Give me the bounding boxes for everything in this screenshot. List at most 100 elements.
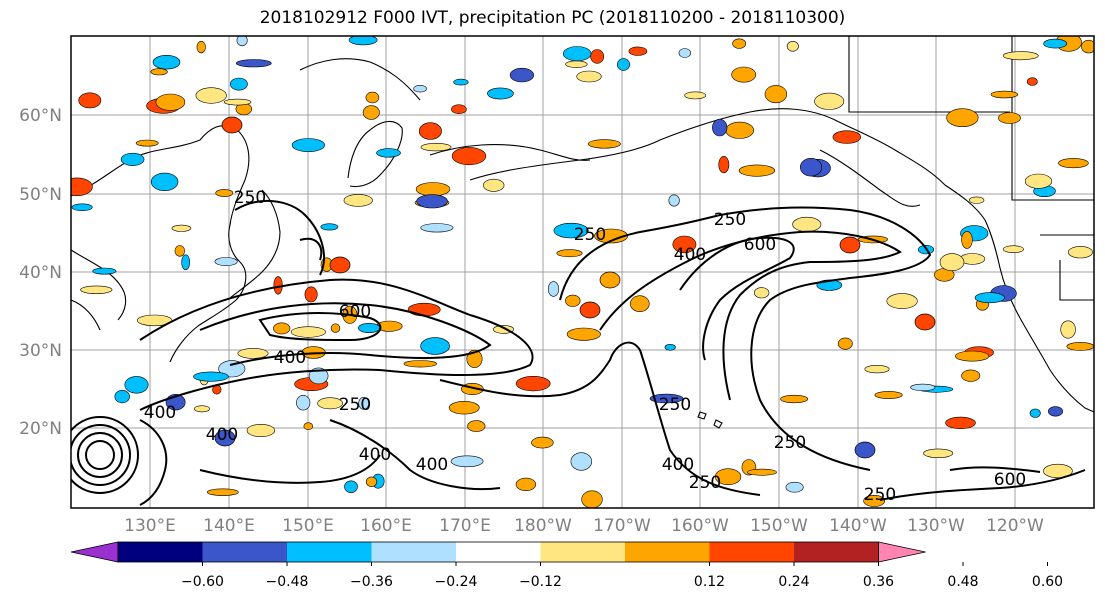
precip-patch — [150, 68, 168, 76]
precip-patch — [71, 203, 93, 212]
precip-patch — [832, 130, 861, 144]
precip-patch — [483, 178, 505, 192]
precip-patch — [587, 139, 621, 149]
precip-patch — [229, 77, 248, 91]
precip-patch — [358, 322, 381, 333]
longitude-tick-label: 180°W — [514, 516, 572, 536]
precip-patch — [732, 38, 747, 49]
precip-patch — [628, 46, 648, 56]
precip-patch — [124, 376, 149, 394]
precip-patch — [236, 36, 248, 47]
colorbar-arrow-right — [878, 541, 926, 563]
precip-patch — [874, 391, 903, 399]
ivt-contour-label: 400 — [416, 455, 448, 475]
precip-patch — [531, 436, 554, 449]
precip-patch — [466, 349, 483, 368]
precip-patch — [214, 429, 236, 447]
precip-patch — [672, 235, 697, 254]
precip-patch — [418, 122, 442, 140]
precip-patch — [556, 249, 583, 258]
colorbar-segment — [202, 542, 287, 562]
precip-patch — [344, 480, 358, 493]
ivt-contour-label: 250 — [864, 485, 896, 505]
precip-patch — [246, 423, 276, 437]
colorbar — [70, 541, 926, 563]
precip-patch — [1043, 38, 1068, 49]
precip-patch — [348, 36, 378, 46]
precip-patch — [565, 294, 581, 307]
precip-patch — [515, 477, 537, 492]
precip-patch — [420, 223, 454, 233]
precip-patch — [273, 322, 291, 335]
precip-patch — [416, 194, 448, 209]
precip-patch — [590, 49, 605, 64]
precip-patch — [1048, 406, 1064, 417]
precip-patch — [317, 397, 344, 410]
colorbar-segment — [371, 542, 456, 562]
colorbar-tick-label: −0.48 — [266, 574, 309, 590]
precip-patch — [839, 236, 861, 254]
colorbar-tick-label: 0.12 — [694, 574, 725, 590]
precip-patch — [566, 327, 601, 341]
precip-patch — [945, 416, 976, 430]
ivt-contour-label: 400 — [662, 455, 694, 475]
ivt-contour-label: 400 — [359, 445, 391, 465]
ivt-contour-label: 600 — [744, 235, 776, 255]
precip-patch — [712, 118, 728, 137]
precip-patch — [553, 222, 589, 239]
longitude-tick-label: 150°W — [750, 516, 808, 536]
precip-patch — [194, 405, 211, 413]
precip-patch — [678, 48, 691, 58]
longitude-tick-label: 140°W — [829, 516, 887, 536]
precip-patch — [1066, 342, 1094, 351]
precip-patch — [649, 393, 684, 404]
colorbar-segment — [287, 542, 372, 562]
colorbar-tick-label: −0.60 — [181, 574, 224, 590]
precip-patch — [365, 91, 380, 104]
precip-patch — [114, 390, 130, 404]
longitude-tick-label: 170°W — [593, 516, 651, 536]
precip-patch — [954, 350, 990, 362]
precip-patch — [362, 105, 380, 120]
precip-patch — [237, 348, 269, 359]
precip-patch — [547, 281, 560, 297]
precip-patch — [864, 365, 890, 374]
precip-patch — [725, 121, 755, 139]
precip-patch — [365, 476, 378, 487]
colorbar-segment — [540, 542, 625, 562]
colorbar-segment — [794, 542, 879, 562]
precip-patch — [990, 90, 1019, 99]
colorbar-tick-label: −0.12 — [519, 574, 562, 590]
precip-patch — [780, 394, 809, 404]
precip-patch — [358, 396, 370, 410]
precip-patch — [1029, 408, 1041, 418]
precip-patch — [684, 91, 707, 100]
precip-patch — [221, 116, 243, 134]
latitude-tick-label: 50°N — [19, 185, 62, 205]
precip-patch — [764, 85, 788, 104]
latitude-tick-label: 20°N — [19, 419, 62, 439]
precip-patch — [214, 257, 238, 266]
precip-patch — [923, 448, 954, 458]
latitude-tick-label: 40°N — [19, 263, 62, 283]
precip-patch — [152, 54, 181, 70]
colorbar-segment — [709, 542, 794, 562]
precip-patch — [223, 98, 252, 106]
precip-patch — [415, 182, 451, 197]
precip-patch — [296, 395, 311, 411]
precip-patch — [599, 271, 621, 289]
precip-patch — [910, 383, 936, 392]
ivt-contour-label: 250 — [659, 395, 691, 415]
precip-patch — [291, 138, 326, 152]
ivt-contour-label: 250 — [774, 433, 806, 453]
colorbar-tick-label: 0.60 — [1032, 574, 1063, 590]
ivt-contour-label: 250 — [339, 395, 371, 415]
precip-patch — [515, 376, 551, 392]
longitude-labels: 130°E 140°E 150°E 160°E 170°E 180°W 170°W 160°W… — [124, 516, 1044, 536]
ivt-contour-label: 250 — [714, 210, 746, 230]
precip-patch — [799, 158, 822, 177]
precip-patch — [616, 58, 630, 71]
colorbar-segment — [625, 542, 710, 562]
colorbar-segment — [456, 542, 541, 562]
ivt-contour-label: 250 — [234, 188, 266, 208]
